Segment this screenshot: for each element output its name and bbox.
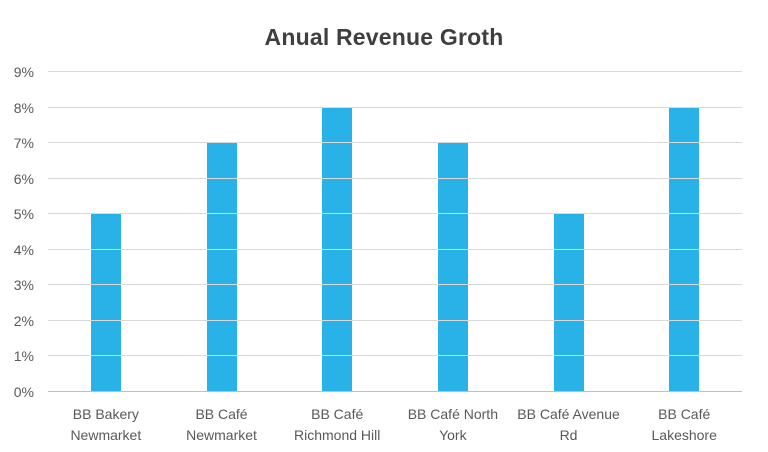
gridline [48,213,742,215]
y-axis: 0% 1% 2% 3% 4% 5% 6% 7% 8% 9% [0,64,40,400]
bar-series [48,72,742,392]
x-axis: BB Bakery Newmarket BB Café Newmarket BB Caf… [48,404,742,446]
x-category-label: BB Café Avenue Rd [517,406,620,443]
gridline [48,319,742,321]
gridline [48,71,742,72]
y-tick-label: 0% [13,384,34,400]
y-tick-label: 1% [13,348,34,365]
y-tick-label: 7% [13,135,34,152]
bar-column [626,72,742,392]
bar-column [279,72,395,392]
plot-area [48,71,742,392]
y-tick-label: 9% [13,64,34,80]
y-tick-label: 3% [13,277,34,294]
bar [90,214,121,392]
gridline [48,284,742,286]
bar-column [164,72,280,392]
bar [206,143,237,392]
bar-column [511,72,627,392]
y-tick-label: 2% [13,312,34,329]
x-category-label: BB Bakery Newmarket [70,406,142,443]
y-tick-label: 6% [13,170,34,187]
chart-title: Anual Revenue Groth [264,24,504,50]
bar-column [48,72,164,392]
y-tick-label: 5% [13,206,34,223]
x-axis-line [48,391,742,392]
x-category-label: BB Café Newmarket [186,406,257,443]
gridline [48,248,742,250]
y-tick-label: 8% [13,99,34,116]
bar [669,107,700,392]
bar [553,214,584,392]
bar [437,143,468,392]
bar [322,107,353,392]
gridline [48,177,742,179]
gridline [48,106,742,108]
bar-column [395,72,511,392]
x-category-label: BB Café North York [407,406,498,443]
y-tick-label: 4% [13,241,34,258]
gridline [48,355,742,357]
x-category-label: BB Café Lakeshore [651,406,717,443]
x-category-label: BB Café Richmond Hill [294,406,381,443]
gridline [48,142,742,144]
